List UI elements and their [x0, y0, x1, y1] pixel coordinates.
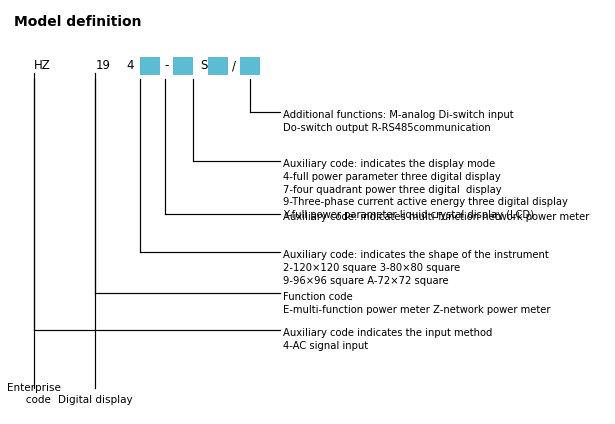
Text: 4: 4 [126, 59, 133, 72]
Text: Additional functions: M-analog Di-switch input
Do-switch output R-RS485communica: Additional functions: M-analog Di-switch… [283, 110, 514, 133]
Text: HZ: HZ [34, 59, 50, 72]
Text: Auxiliary code: indicates the shape of the instrument
2-120×120 square 3-80×80 s: Auxiliary code: indicates the shape of t… [283, 250, 549, 286]
Text: -: - [165, 59, 169, 72]
Text: Digital display: Digital display [58, 395, 133, 405]
Text: Enterprise
   code: Enterprise code [7, 383, 61, 405]
Text: 19: 19 [95, 59, 110, 72]
Text: Auxiliary code: indicates the display mode
4-full power parameter three digital : Auxiliary code: indicates the display mo… [283, 159, 568, 220]
Bar [173, 57, 193, 75]
Text: Model definition: Model definition [14, 15, 141, 29]
Text: /: / [232, 59, 237, 72]
Text: Function code
E-multi-function power meter Z-network power meter: Function code E-multi-function power met… [283, 292, 550, 315]
Bar [208, 57, 228, 75]
Text: S: S [200, 59, 207, 72]
Text: Auxiliary code: indicates multi-function network power meter: Auxiliary code: indicates multi-function… [283, 212, 589, 222]
Bar [240, 57, 260, 75]
Bar [140, 57, 160, 75]
Text: Auxiliary code indicates the input method
4-AC signal input: Auxiliary code indicates the input metho… [283, 328, 492, 351]
